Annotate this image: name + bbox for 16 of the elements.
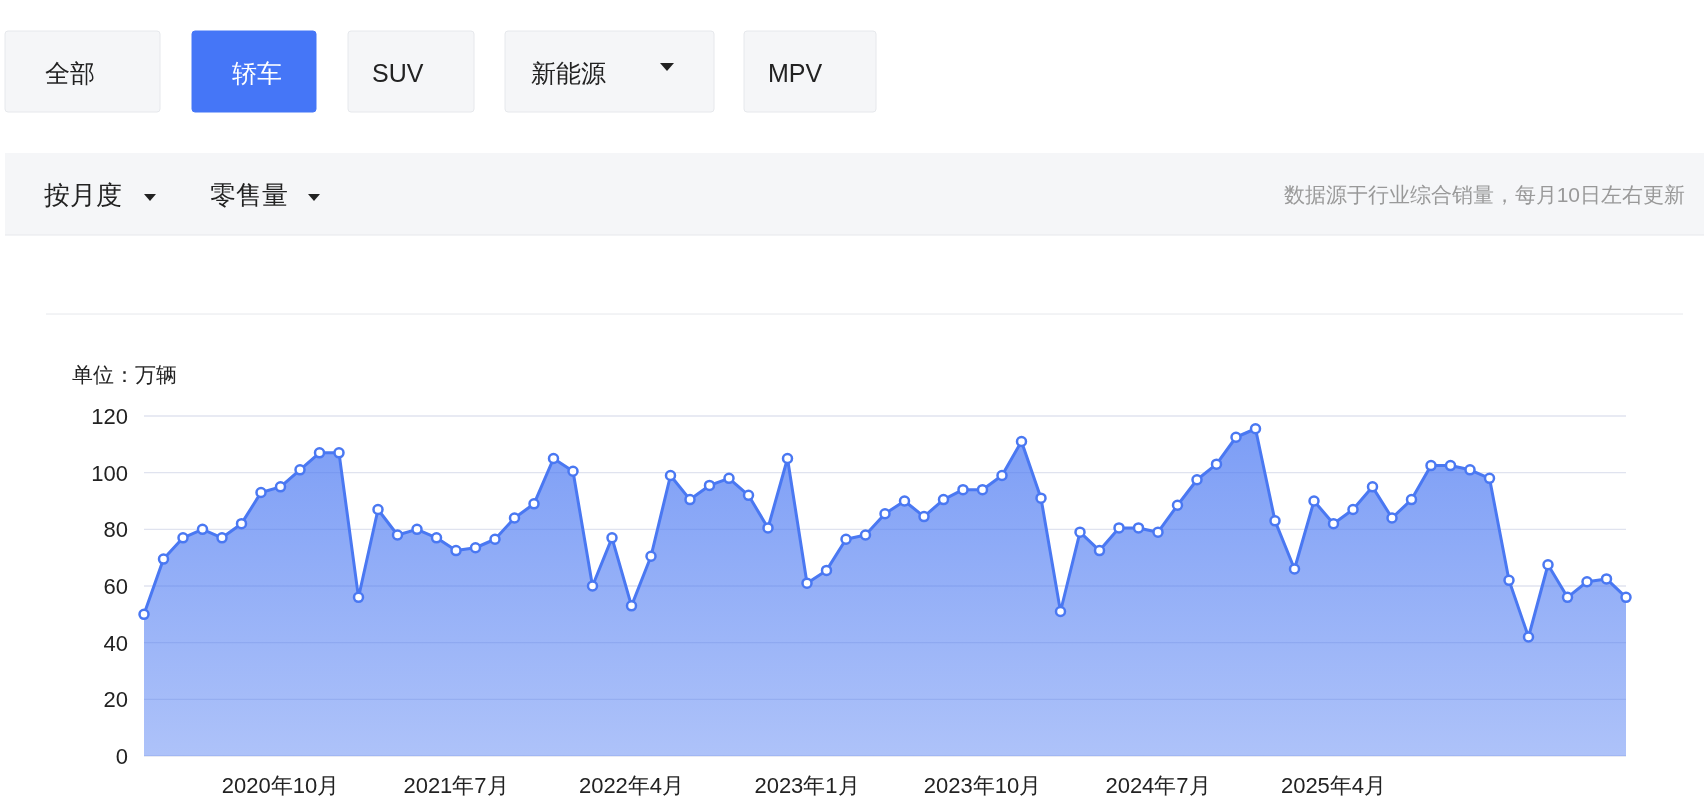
x-tick-label: 2021年7月: [403, 773, 509, 798]
y-tick-label: 80: [103, 517, 128, 543]
x-tick-label: 2023年1月: [754, 773, 860, 798]
y-tick-label: 120: [91, 404, 128, 429]
controls: 全部 轿车 SUV 新能源 MPV 按月度 零售量 数据源于行业综合销量，每月10日左右更新: [4, 30, 1704, 236]
y-tick-label: 20: [103, 687, 128, 713]
x-tick-label: 2022年4月: [578, 773, 685, 798]
x-tick-label: 2023年10月: [923, 773, 1042, 798]
y-axis-title: 单位：万辆: [72, 363, 177, 386]
x-tick-label: 2024年7月: [1105, 773, 1211, 798]
x-tick-label: 2020年10月: [221, 773, 340, 798]
y-tick-label: 40: [103, 630, 128, 656]
y-tick-label: 0: [115, 744, 128, 769]
y-tick-label: 60: [103, 574, 128, 599]
x-tick-label: 2025年4月: [1280, 773, 1387, 798]
y-tick-label: 100: [91, 460, 128, 486]
